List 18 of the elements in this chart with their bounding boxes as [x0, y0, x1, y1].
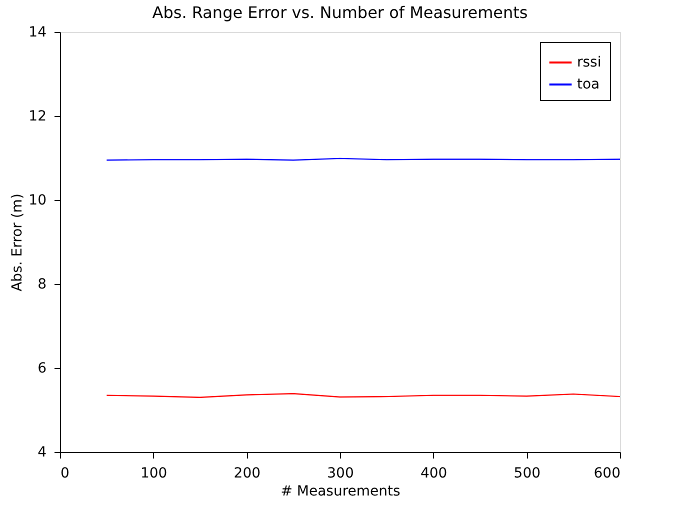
x-axis-title: # Measurements [280, 484, 400, 500]
x-tick-label: 400 [420, 466, 448, 482]
legend-label: rssi [577, 54, 602, 70]
y-tick-label: 8 [38, 276, 46, 292]
x-tick-label: 500 [514, 466, 541, 482]
y-tick-label: 14 [28, 24, 47, 40]
y-axis-title: Abs. Error (m) [10, 194, 26, 292]
y-tick-label: 4 [38, 444, 47, 460]
x-tick-label: 300 [327, 466, 354, 482]
x-tick-label: 100 [140, 466, 168, 482]
y-tick-label: 12 [28, 108, 46, 124]
legend-label: toa [577, 76, 600, 92]
y-tick-label: 10 [28, 192, 46, 208]
x-tick-label: 200 [234, 466, 261, 482]
y-tick-label: 6 [38, 360, 47, 376]
x-tick-label: 0 [60, 466, 70, 482]
chart-title: Abs. Range Error vs. Number of Measurements [152, 3, 528, 22]
x-tick-label: 600 [594, 466, 620, 482]
